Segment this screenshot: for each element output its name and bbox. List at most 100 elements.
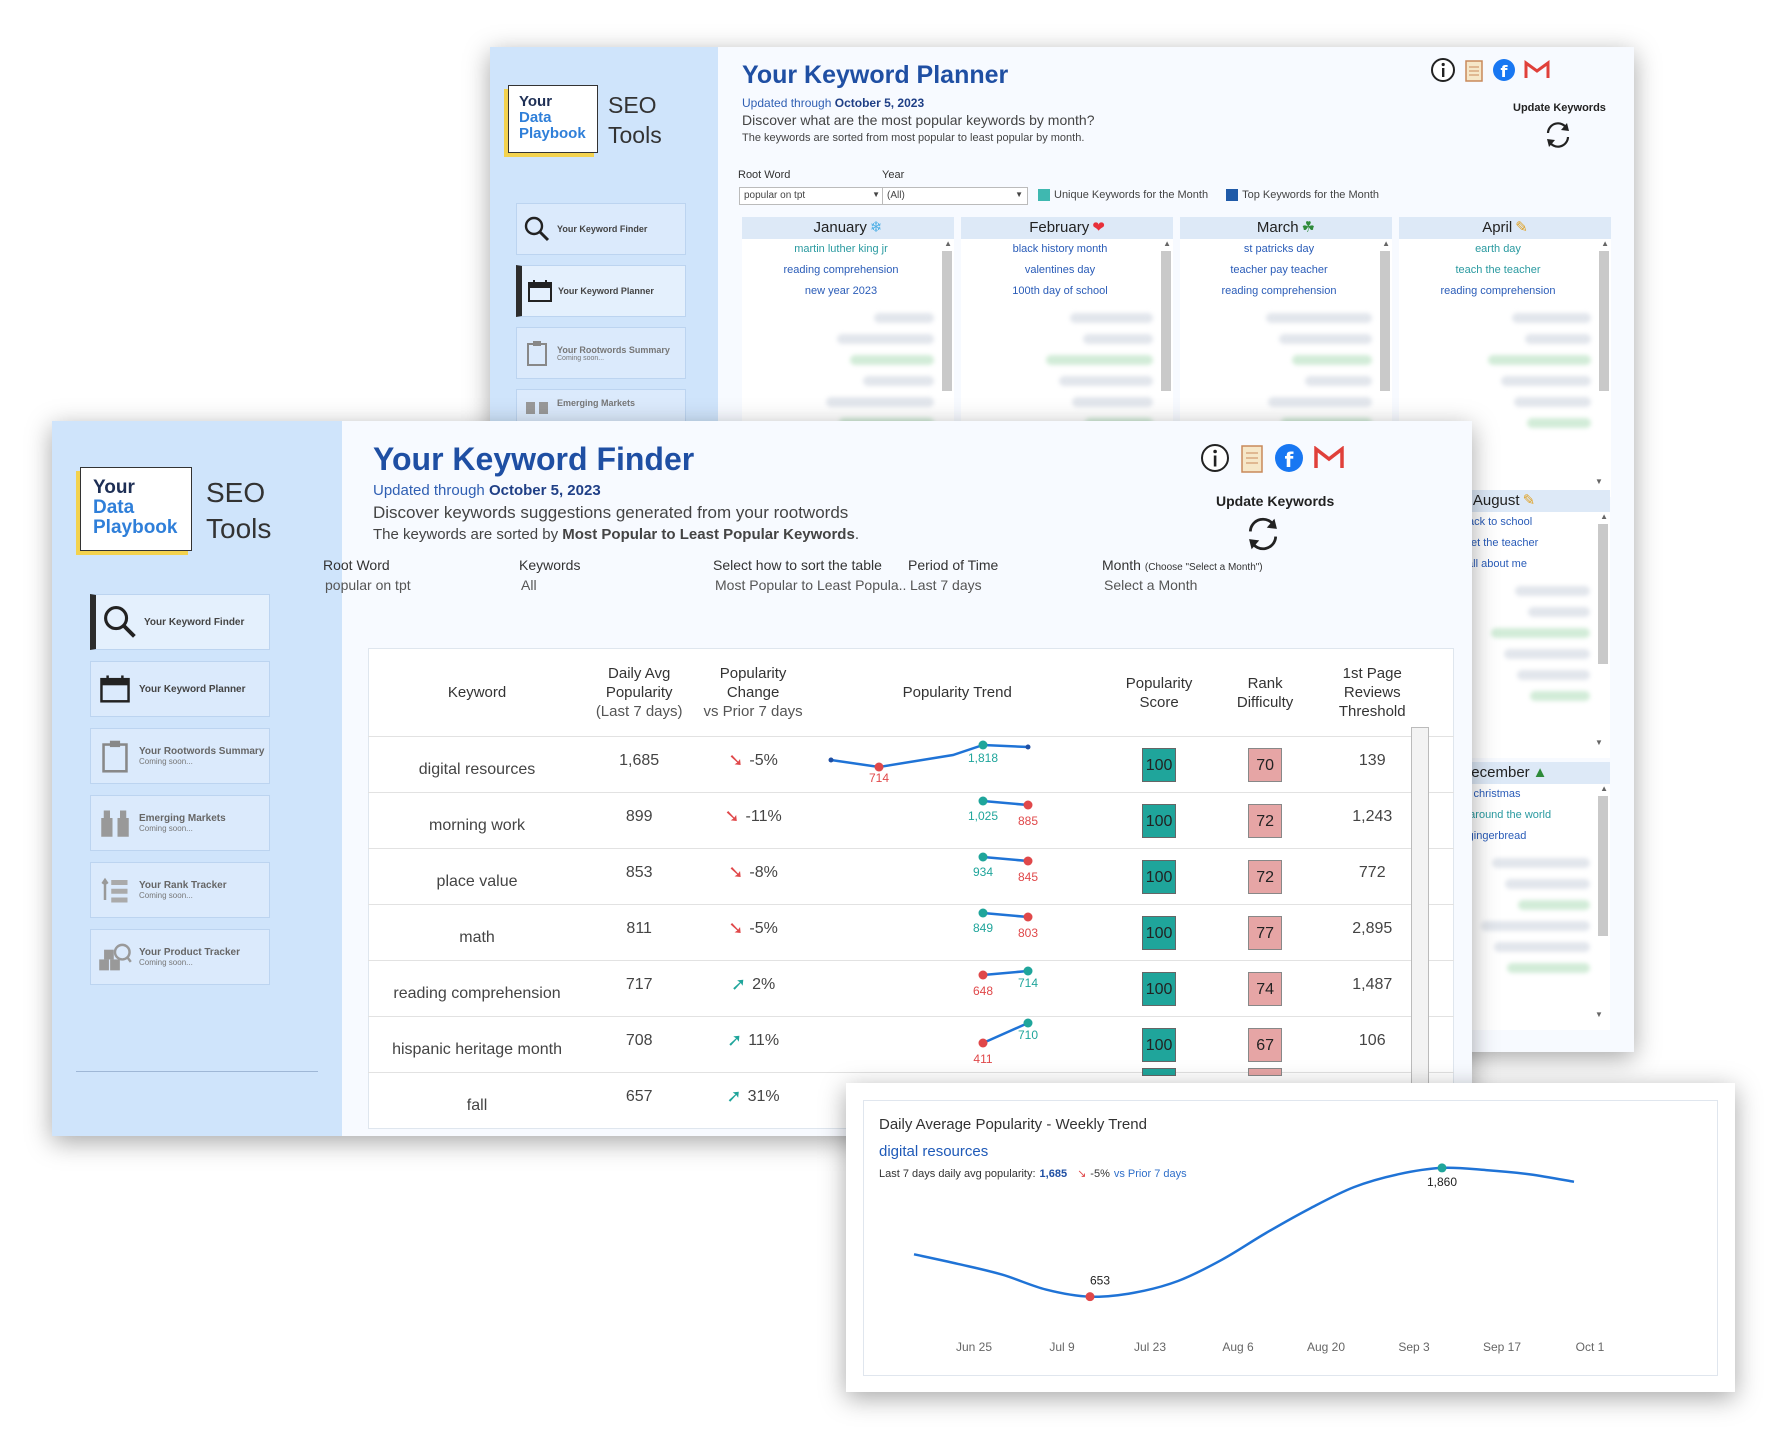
filter-keywords[interactable]: Keywords All [519,557,581,593]
scroll-up-icon[interactable]: ▲ [1600,512,1608,521]
trend-max-point[interactable] [1437,1163,1447,1173]
list-item[interactable]: black history month [1012,243,1108,255]
keyword-cell[interactable]: place value [368,848,586,905]
keyword-cell[interactable]: morning work [368,792,586,849]
filter-month[interactable]: Month (Choose "Select a Month") Select a M… [1102,557,1263,593]
facebook-icon[interactable]: f [1274,443,1304,478]
sparkline-point [1023,856,1033,866]
keyword-cell[interactable]: fall [368,1072,586,1129]
table-row[interactable]: hispanic heritage month 708 ➚ 11% 411 710 100 6… [368,1016,1454,1073]
list-item[interactable]: teacher pay teacher [1230,264,1328,276]
planner-nav-keyword-finder[interactable]: Your Keyword Finder [516,203,686,255]
list-item[interactable]: 100th day of school [1012,285,1108,297]
finder-nav-emerging-markets[interactable]: Emerging Markets Coming soon... [90,795,270,851]
scroll-down-icon[interactable]: ▼ [1595,1010,1603,1019]
x-tick-label: Sep 3 [1398,1340,1430,1354]
finder-nav-rootwords-summary[interactable]: Your Rootwords Summary Coming soon... [90,728,270,784]
finder-nav-rank-tracker[interactable]: Your Rank Tracker Coming soon... [90,862,270,918]
sparkline: 714 1,818 [828,740,1031,785]
refresh-icon[interactable] [1244,515,1282,558]
list-item[interactable]: reading comprehension [1440,285,1556,297]
legend-swatch-unique [1038,189,1050,201]
popularity-score-badge: 100 [1142,747,1177,782]
scroll-up-icon[interactable]: ▲ [1601,239,1609,248]
table-row[interactable]: reading comprehension 717 ➚ 2% 648 714 100 74 1,… [368,960,1454,1017]
scroll-up-icon[interactable]: ▲ [944,239,952,248]
sparkline-line [982,969,1028,977]
planner-year-select[interactable]: (All) ▼ [882,187,1028,205]
table-row[interactable]: place value 853 ➘ -8% 934 845 100 72 772 [368,848,1454,905]
month-scrollbar[interactable] [1161,251,1171,391]
filter-sort[interactable]: Select how to sort the table Most Popular… [713,557,907,593]
legend-unique: Unique Keywords for the Month [1038,189,1208,201]
gmail-icon[interactable] [1314,445,1344,475]
rank-cell: 77 [1216,904,1314,961]
list-item[interactable]: new year 2023 [804,285,878,297]
scroll-up-icon[interactable]: ▲ [1382,239,1390,248]
finder-nav-keyword-finder[interactable]: Your Keyword Finder [90,594,270,650]
list-item[interactable]: christmas [1473,788,1521,800]
trend-cell: 411 710 [812,1016,1102,1073]
finder-nav-product-tracker[interactable]: Your Product Tracker Coming soon... [90,929,270,985]
filter-period[interactable]: Period of Time Last 7 days [908,557,999,593]
planner-updated: Updated through October 5, 2023 [742,96,925,110]
scroll-up-icon[interactable]: ▲ [1600,784,1608,793]
month-scrollbar[interactable] [1598,796,1608,936]
keyword-cell[interactable]: digital resources [368,736,586,793]
list-item[interactable]: valentines day [1024,264,1096,276]
list-item[interactable]: reading comprehension [783,264,899,276]
table-row[interactable]: digital resources 1,685 ➘ -5% 714 1,818 100 70 1… [368,736,1454,793]
table-row[interactable]: math 811 ➘ -5% 849 803 100 77 2,895 [368,904,1454,961]
col-keyword[interactable]: Keyword [447,684,507,701]
blurred-keyword [874,313,934,323]
trend-min-point[interactable] [1085,1292,1095,1302]
gmail-icon[interactable] [1524,60,1550,85]
list-item[interactable]: gingerbread [1467,830,1527,842]
notes-icon[interactable] [1464,58,1484,87]
table-scrollbar[interactable] [1411,727,1429,1136]
keyword-cell[interactable]: math [368,904,586,961]
col-daily-avg[interactable]: Daily Avg Popularity (Last 7 days) [595,665,683,720]
col-rank[interactable]: Rank Difficulty [1236,674,1294,711]
refresh-icon[interactable] [1543,120,1573,155]
popularity-score-badge: 100 [1142,859,1177,894]
filter-root-word[interactable]: Root Word popular on tpt [323,557,411,593]
info-icon[interactable] [1430,57,1456,88]
list-item[interactable]: meet the teacher [1455,537,1539,549]
planner-root-word-select[interactable]: popular on tpt ▼ [739,187,885,205]
rank-difficulty-badge: 67 [1248,1027,1283,1062]
planner-nav-rootwords-summary[interactable]: Your Rootwords Summary Coming soon... [516,327,686,379]
col-score[interactable]: Popularity Score [1125,674,1193,711]
notes-icon[interactable] [1240,443,1264,478]
month-scrollbar[interactable] [1380,251,1390,391]
list-item[interactable]: all about me [1467,558,1527,570]
keyword-cell[interactable]: hispanic heritage month [368,1016,586,1073]
list-item[interactable]: earth day [1475,243,1521,255]
list-item[interactable]: reading comprehension [1221,285,1337,297]
finder-nav-keyword-planner[interactable]: Your Keyword Planner [90,661,270,717]
list-item[interactable]: back to school [1461,516,1533,528]
list-item[interactable]: st patricks day [1243,243,1315,255]
month-scrollbar[interactable] [1599,251,1609,391]
keyword-cell[interactable]: reading comprehension [368,960,586,1017]
scroll-down-icon[interactable]: ▼ [1595,477,1603,486]
month-scrollbar[interactable] [942,251,952,391]
table-row[interactable]: morning work 899 ➘ -11% 1,025 885 100 72 1,243 [368,792,1454,849]
rank-difficulty-badge: 72 [1248,803,1283,838]
planner-nav-keyword-planner[interactable]: Your Keyword Planner [516,265,686,317]
sparkline-point [1025,744,1031,750]
scroll-down-icon[interactable]: ▼ [1595,738,1603,747]
facebook-icon[interactable]: f [1492,58,1516,87]
sparkline-label: 1,025 [968,809,998,823]
planner-header-icons: f [1430,57,1550,88]
list-item[interactable]: teach the teacher [1455,264,1541,276]
change-cell: ➚ 11% [693,1016,813,1073]
col-change[interactable]: Popularity Change vs Prior 7 days [703,665,803,720]
info-icon[interactable] [1200,443,1230,478]
scroll-up-icon[interactable]: ▲ [1163,239,1171,248]
month-scrollbar[interactable] [1598,524,1608,664]
col-reviews[interactable]: 1st Page Reviews Threshold [1338,665,1406,720]
list-item[interactable]: martin luther king jr [794,243,888,255]
col-trend[interactable]: Popularity Trend [902,684,1012,701]
blurred-keyword [1505,879,1590,889]
